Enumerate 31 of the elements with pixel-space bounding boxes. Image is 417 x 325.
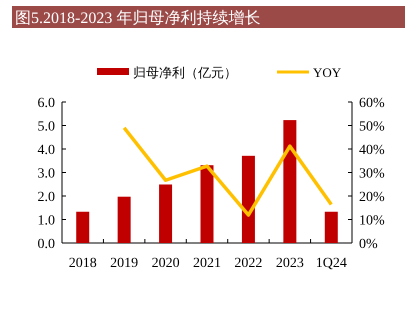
bar (324, 212, 338, 243)
bar (200, 165, 214, 243)
bar (118, 196, 131, 243)
bar (242, 156, 255, 243)
y2-tick-label: 60% (359, 96, 385, 111)
y-tick-label: 4.0 (38, 143, 55, 158)
x-tick-label: 2019 (110, 256, 138, 271)
bar (76, 212, 90, 243)
y-tick-label: 2.0 (38, 190, 55, 205)
y2-tick-label: 10% (359, 214, 385, 228)
x-tick-label: 2021 (193, 256, 221, 271)
x-tick-label: 2022 (234, 256, 262, 271)
y2-tick-label: 30% (359, 166, 385, 182)
y-tick-label: 5.0 (38, 120, 55, 134)
y-tick-label: 0.0 (38, 237, 55, 252)
y2-tick-label: 50% (359, 120, 385, 134)
y2-tick-label: 40% (359, 143, 385, 158)
bar (283, 120, 296, 243)
y-tick-label: 6.0 (38, 96, 55, 111)
chart-title: 图5.2018-2023 年归母净利持续增长 (15, 9, 260, 27)
x-tick-label: 2020 (152, 256, 180, 271)
y-tick-label: 3.0 (38, 166, 55, 182)
bar (159, 184, 172, 243)
y2-tick-label: 20% (359, 190, 385, 205)
x-tick-label: 2023 (276, 256, 304, 271)
y2-tick-label: 0% (359, 237, 378, 252)
x-tick-label: 1Q24 (316, 256, 347, 271)
legend-label: 归母净利（亿元） (133, 65, 237, 80)
y-tick-label: 1.0 (38, 214, 55, 228)
legend-label: YOY (313, 65, 342, 80)
x-tick-label: 2018 (68, 256, 97, 271)
